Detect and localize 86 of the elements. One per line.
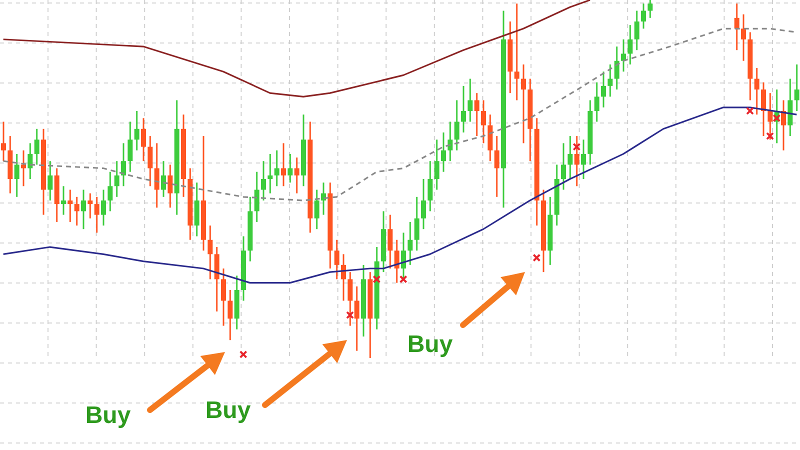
point <box>372 275 381 284</box>
candlestick <box>388 214 393 270</box>
candlestick <box>581 138 586 180</box>
point <box>399 275 408 284</box>
candlestick <box>61 185 66 216</box>
candlestick <box>288 153 293 184</box>
candlestick <box>761 82 766 137</box>
candlestick <box>414 196 420 252</box>
candlestick <box>408 221 413 266</box>
candlestick <box>121 142 126 187</box>
candlestick <box>261 160 266 202</box>
candlestick <box>628 24 633 66</box>
point <box>532 254 541 262</box>
candlestick <box>494 135 500 198</box>
candlestick <box>168 164 173 208</box>
point <box>572 142 581 151</box>
candlestick <box>148 135 153 187</box>
point <box>746 106 754 115</box>
candlestick <box>354 286 360 352</box>
candlestick <box>221 268 226 327</box>
candlestick <box>48 160 53 202</box>
candlestick <box>14 153 20 198</box>
candlestick <box>634 10 640 51</box>
candlestick <box>448 120 453 162</box>
candlestick <box>428 160 433 212</box>
candlestick <box>81 188 86 230</box>
candlestick <box>561 142 566 190</box>
candlestick <box>521 64 526 144</box>
candlestick <box>394 239 400 284</box>
annotation: Buy <box>407 331 454 358</box>
candlestick <box>108 171 113 212</box>
candlestick <box>741 14 746 62</box>
candlestick <box>594 82 600 122</box>
candlestick <box>754 67 760 116</box>
candlestick <box>74 196 80 226</box>
candlestick <box>228 289 233 341</box>
candlestick <box>294 156 300 194</box>
candlestick <box>314 188 320 230</box>
candlestick <box>621 38 626 72</box>
candlestick <box>141 117 146 162</box>
candlestick <box>481 99 486 144</box>
candlestick <box>441 132 446 173</box>
candlestick <box>28 142 33 180</box>
candlestick <box>734 2 740 51</box>
candlestick <box>601 70 606 108</box>
candlestick <box>768 92 773 140</box>
candlestick <box>468 78 473 122</box>
candlestick <box>514 2 520 101</box>
point <box>346 311 354 320</box>
candlestick <box>454 99 460 152</box>
candlestick <box>1 120 6 162</box>
candlestick <box>274 150 280 187</box>
point <box>239 350 248 358</box>
candlestick <box>648 0 653 19</box>
candlestick <box>461 85 466 134</box>
candlestick <box>101 188 106 226</box>
candlestick <box>794 64 800 112</box>
candlestick <box>334 239 340 280</box>
candlestick <box>154 142 160 208</box>
candlestick <box>281 142 286 187</box>
candlestick <box>421 178 426 230</box>
candlestick <box>128 120 133 173</box>
candlestick <box>134 110 140 152</box>
point <box>772 114 781 122</box>
candlestick <box>474 92 480 137</box>
point <box>766 132 774 140</box>
candlestick <box>94 196 100 234</box>
candlestick <box>781 99 786 152</box>
candlestick <box>614 46 620 90</box>
candlestick <box>21 150 26 187</box>
candlestick <box>641 2 646 30</box>
candlestick <box>608 64 613 98</box>
candlestick <box>434 138 440 190</box>
text: Buy <box>205 397 252 424</box>
candlestick <box>161 160 166 198</box>
candlestick <box>208 224 213 280</box>
candlestick <box>348 271 353 327</box>
candlestick <box>254 171 260 223</box>
candlestick <box>268 153 273 194</box>
candlestick <box>88 192 93 220</box>
candlestick <box>574 135 580 187</box>
text: Buy <box>85 402 132 429</box>
candlestick <box>68 188 73 223</box>
candlestick <box>568 135 573 180</box>
candlestick <box>34 128 40 166</box>
candlestick <box>114 160 120 198</box>
